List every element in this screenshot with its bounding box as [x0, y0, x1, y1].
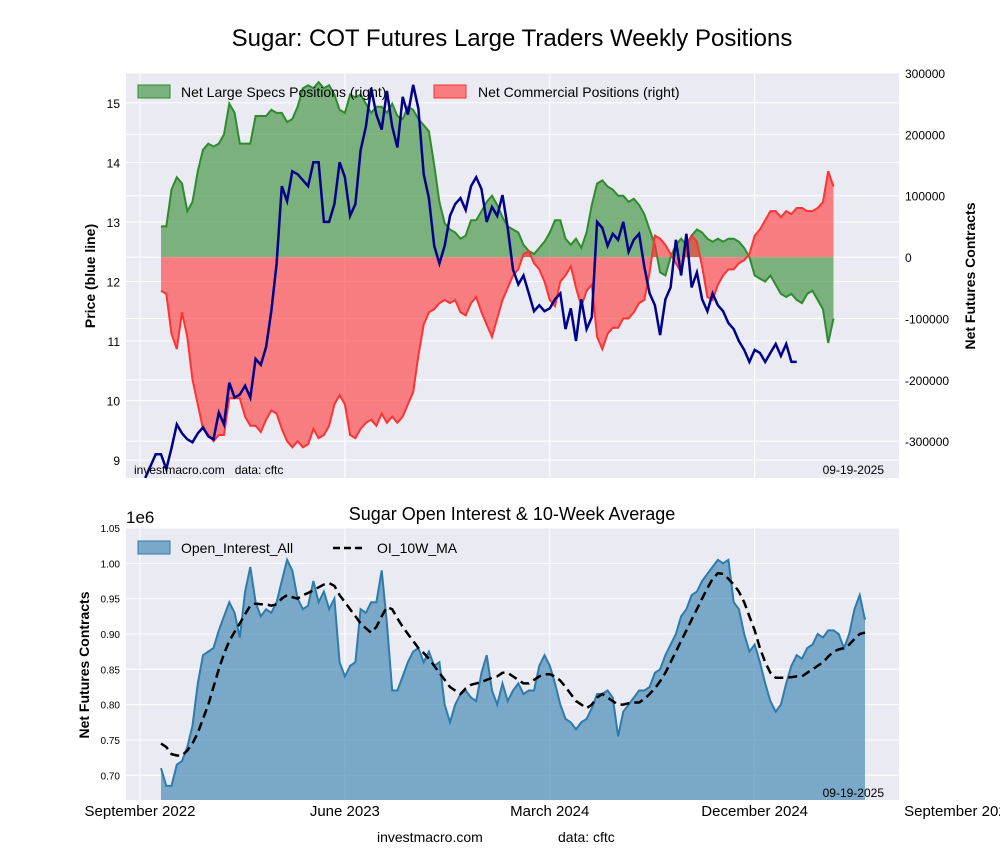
- open-interest-y-tick-label: 0.75: [101, 736, 121, 747]
- figure-title: Sugar: COT Futures Large Traders Weekly …: [232, 25, 793, 52]
- left-y-axis-label: Price (blue line): [82, 224, 98, 328]
- right-y-tick-label: 300000: [905, 67, 945, 81]
- right-y-tick-label: 200000: [905, 128, 945, 142]
- left-y-ticks: 9 10 11 12 13 14 15: [107, 97, 121, 468]
- legend-commercial-swatch: [433, 84, 467, 99]
- positions-legend: Net Large Specs Positions (right) Net Co…: [137, 84, 680, 100]
- open-interest-y-tick-label: 0.80: [101, 701, 121, 712]
- open-interest-y-tick-label: 0.95: [101, 595, 121, 606]
- left-y-tick-label: 9: [113, 454, 120, 468]
- open-interest-y-ticks: 1.05 1.00 0.95 0.90 0.85 0.80 0.75 0.70: [101, 524, 121, 782]
- open-interest-legend: Open_Interest_All OI_10W_MA: [137, 540, 458, 556]
- open-interest-y-tick-label: 1.00: [101, 559, 121, 570]
- price-line-group: [144, 84, 797, 478]
- legend-ma-label: OI_10W_MA: [377, 540, 458, 556]
- left-y-tick-label: 13: [107, 216, 121, 230]
- commercial-area: [161, 171, 834, 448]
- footer-site: investmacro.com: [377, 829, 483, 845]
- left-y-tick-label: 12: [107, 275, 121, 289]
- legend-commercial-label: Net Commercial Positions (right): [478, 84, 680, 100]
- positions-date-note: 09-19-2025: [823, 463, 885, 477]
- open-interest-y-axis-label: Net Futures Contracts: [76, 591, 92, 738]
- positions-panel: 9 10 11 12 13 14 15 300000 200000 100000 0 -100000…: [82, 67, 978, 478]
- price-line: [144, 84, 797, 478]
- right-y-tick-label: 0: [905, 251, 912, 265]
- legend-oi-swatch: [137, 540, 171, 555]
- left-y-tick-label: 15: [107, 97, 121, 111]
- footer-data: data: cftc: [558, 829, 615, 845]
- right-y-tick-label: 100000: [905, 190, 945, 204]
- ma-line: [160, 571, 866, 757]
- legend-oi-label: Open_Interest_All: [181, 540, 293, 556]
- left-y-tick-label: 10: [107, 395, 121, 409]
- x-tick-label: March 2024: [510, 803, 589, 820]
- x-tick-label: September 2022: [85, 803, 196, 820]
- left-y-tick-label: 14: [107, 156, 121, 170]
- open-interest-y-tick-label: 1.05: [101, 524, 121, 535]
- open-interest-line: [160, 556, 866, 787]
- x-tick-label: June 2023: [310, 803, 380, 820]
- open-interest-y-tick-label: 0.70: [101, 771, 121, 782]
- right-y-tick-label: -200000: [905, 374, 949, 388]
- ma-line-group: [160, 571, 866, 757]
- open-interest-area-group: [160, 556, 866, 800]
- positions-source-note: investmacro.com data: cftc: [134, 463, 283, 477]
- open-interest-date-note: 09-19-2025: [823, 786, 885, 800]
- x-tick-label: September 2025: [904, 803, 1000, 820]
- open-interest-scale-label: 1e6: [126, 508, 154, 527]
- legend-specs-label: Net Large Specs Positions (right): [181, 84, 386, 100]
- right-y-ticks: 300000 200000 100000 0 -100000 -200000 -300000: [905, 67, 949, 449]
- x-tick-label: December 2024: [701, 803, 808, 820]
- left-y-tick-label: 11: [108, 335, 121, 349]
- open-interest-panel: Sugar Open Interest & 10-Week Average 1e…: [76, 504, 1000, 820]
- right-y-tick-label: -100000: [905, 312, 949, 326]
- open-interest-title: Sugar Open Interest & 10-Week Average: [349, 504, 676, 524]
- x-axis-ticks: September 2022 June 2023 March 2024 Decembe…: [85, 803, 1000, 820]
- right-y-axis-label: Net Futures Contracts: [962, 202, 978, 349]
- right-y-tick-label: -300000: [905, 435, 949, 449]
- open-interest-y-tick-label: 0.85: [101, 665, 121, 676]
- commercial-area-group: [160, 170, 835, 449]
- open-interest-area: [161, 559, 865, 800]
- open-interest-y-tick-label: 0.90: [101, 630, 121, 641]
- legend-specs-swatch: [137, 84, 171, 99]
- commercial-line: [160, 170, 835, 449]
- specs-line: [161, 80, 835, 344]
